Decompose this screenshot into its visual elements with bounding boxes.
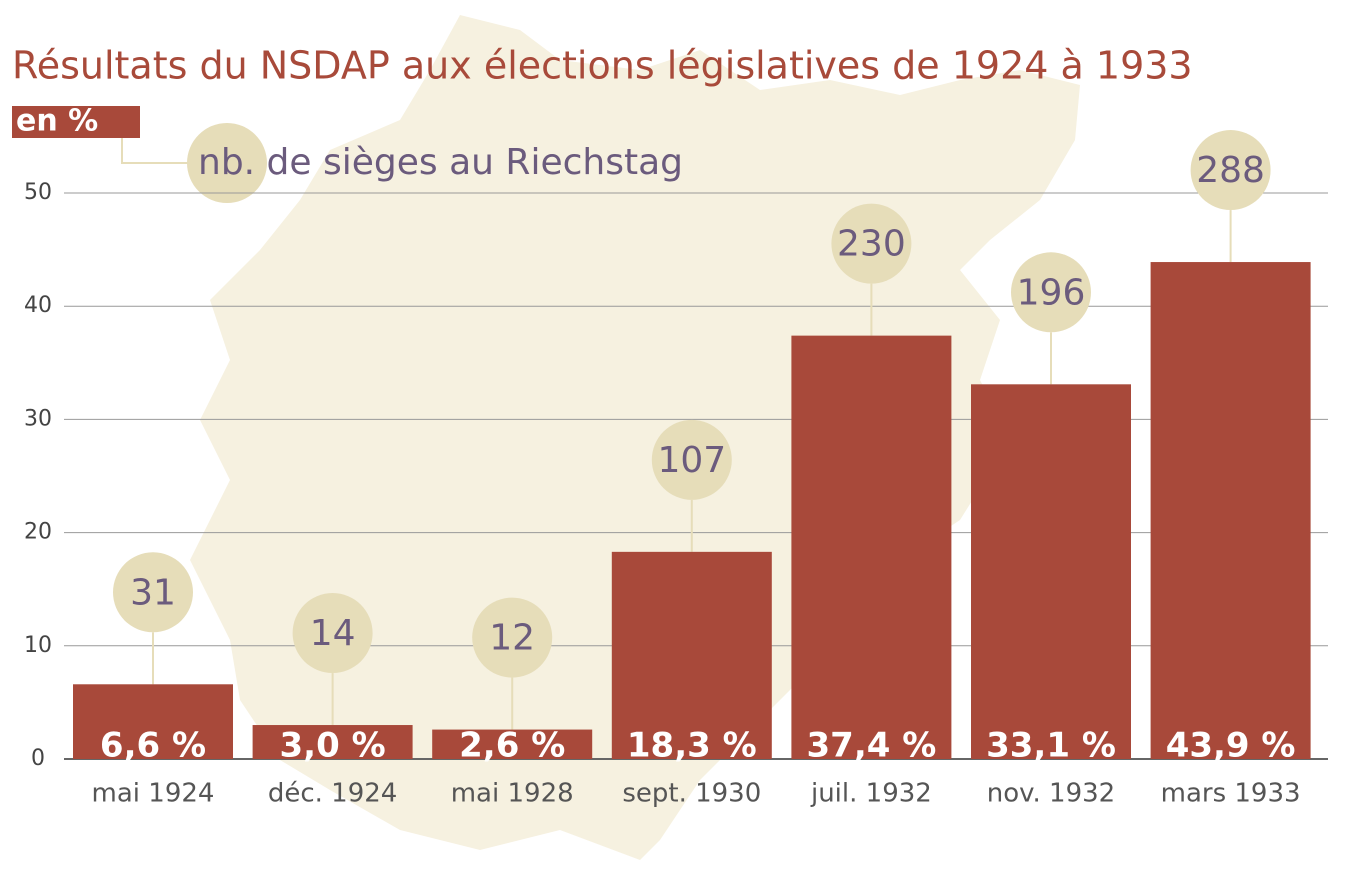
seat-circle (472, 597, 553, 678)
seat-label: 31 (130, 572, 176, 613)
value-label: 2,6 % (459, 726, 565, 766)
bar (791, 335, 952, 759)
y-tick-label: 20 (24, 520, 52, 545)
bar (971, 384, 1131, 759)
value-label: 33,1 % (986, 726, 1116, 766)
bar (73, 684, 233, 759)
seat-label: 196 (1017, 272, 1086, 313)
x-tick-label: mai 1928 (451, 779, 574, 809)
legend-leader (121, 138, 190, 164)
bar (432, 729, 593, 759)
chart-title: Résultats du NSDAP aux élections législa… (12, 44, 1193, 88)
seat-label: 230 (837, 224, 906, 265)
seat-circle (292, 593, 373, 674)
y-axis-label: en % (16, 104, 98, 139)
y-tick-label: 10 (24, 633, 52, 658)
y-label-box (12, 106, 140, 138)
y-tick-label: 40 (24, 293, 52, 318)
bar (252, 725, 413, 759)
seat-label: 288 (1196, 150, 1265, 191)
seat-label: 14 (310, 613, 356, 654)
bar (611, 551, 772, 759)
x-tick-label: mai 1924 (92, 779, 215, 809)
y-tick-label: 50 (24, 180, 52, 205)
seat-circle (113, 552, 193, 633)
x-tick-label: sept. 1930 (622, 779, 761, 809)
y-tick-label: 30 (24, 406, 52, 431)
value-label: 37,4 % (807, 726, 937, 766)
seat-label: 12 (489, 618, 535, 659)
seat-circle (831, 203, 912, 284)
y-tick-label: 0 (31, 746, 45, 771)
seat-label: 107 (657, 440, 726, 481)
legend-label: nb. de sièges au Riechstag (198, 142, 683, 183)
legend-circle (187, 123, 267, 203)
x-tick-label: nov. 1932 (987, 779, 1115, 809)
bar (1150, 262, 1311, 759)
value-label: 3,0 % (280, 726, 386, 766)
seat-circle (1190, 130, 1271, 211)
x-tick-label: mars 1933 (1161, 779, 1301, 809)
x-tick-label: juil. 1932 (810, 779, 932, 809)
seat-circle (1011, 252, 1091, 333)
x-tick-label: déc. 1924 (268, 779, 398, 809)
value-label: 43,9 % (1166, 726, 1296, 766)
value-label: 18,3 % (627, 726, 757, 766)
value-label: 6,6 % (100, 726, 206, 766)
seat-circle (651, 419, 732, 500)
